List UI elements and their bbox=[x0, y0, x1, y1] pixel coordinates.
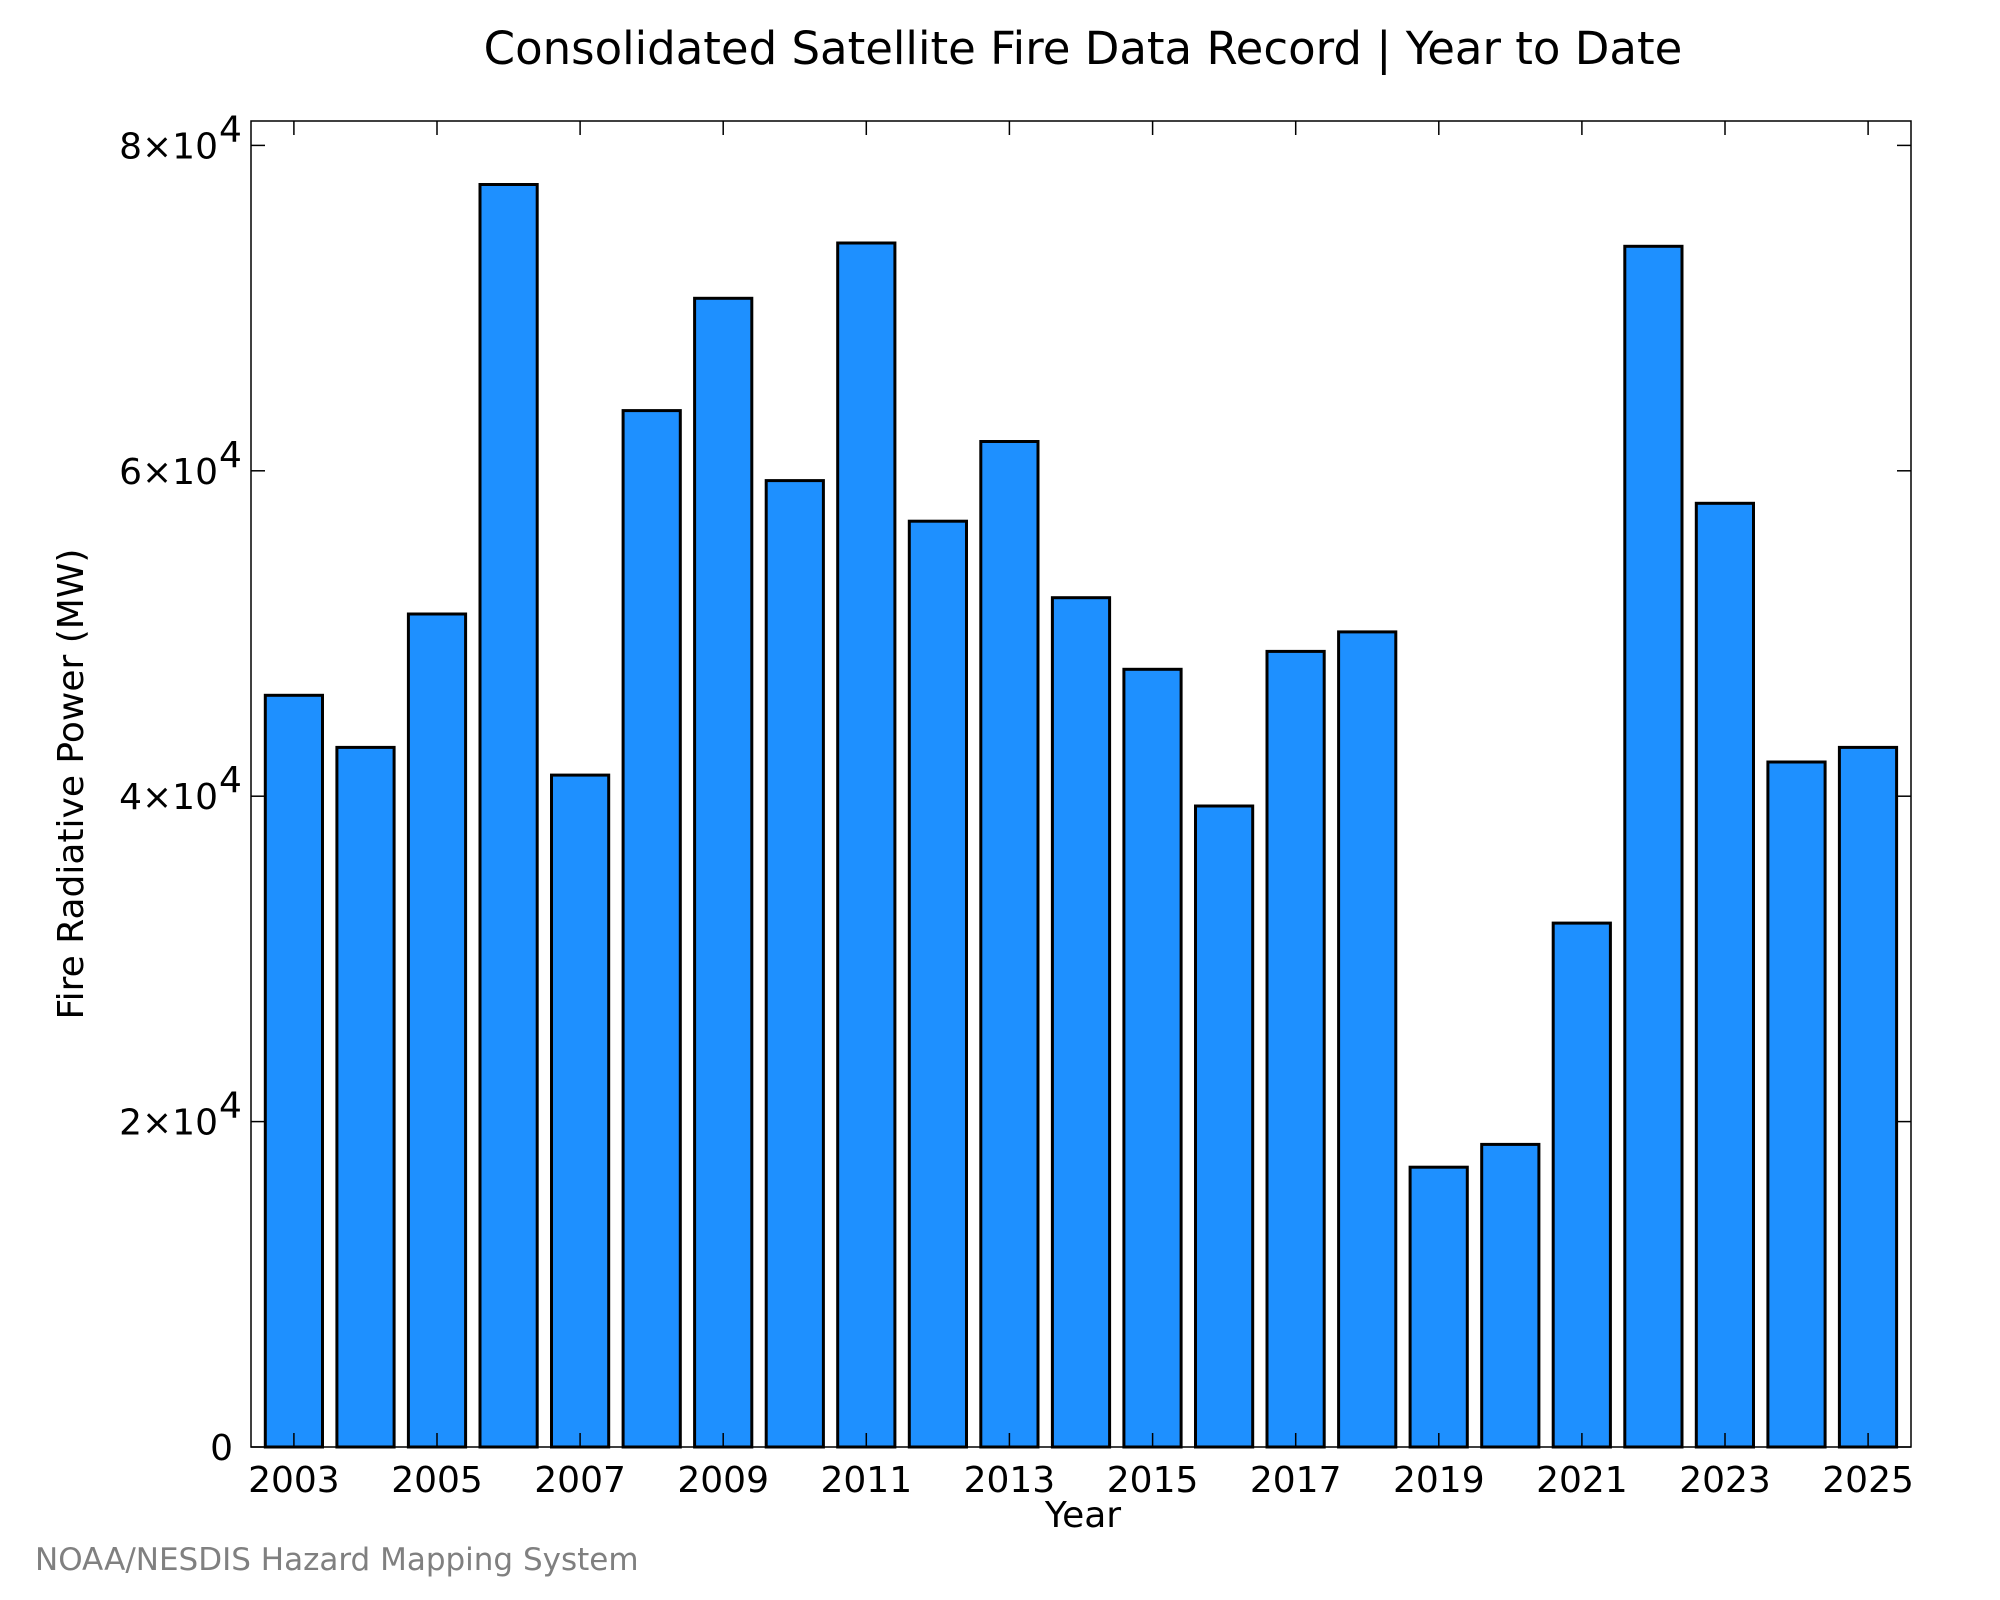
x-tick-label-2025: 2025 bbox=[1822, 1460, 1914, 1501]
x-tick-label-2005: 2005 bbox=[391, 1460, 483, 1501]
bar-2025 bbox=[1837, 745, 1899, 1449]
bar-2020 bbox=[1480, 1142, 1541, 1449]
y-tick-exponent-3: 4 bbox=[219, 435, 242, 476]
y-tick-label-1: 2×10 bbox=[119, 1103, 218, 1144]
x-tick-label-2023: 2023 bbox=[1679, 1460, 1771, 1501]
plot-frame bbox=[250, 120, 1912, 1448]
bar-2019 bbox=[1408, 1165, 1469, 1449]
bar-2021 bbox=[1551, 921, 1612, 1449]
bar-2003 bbox=[263, 693, 324, 1449]
bar-2015 bbox=[1122, 667, 1183, 1449]
y-tick-label-0: 0 bbox=[210, 1428, 233, 1469]
bar-2018 bbox=[1337, 630, 1398, 1449]
y-tick-label-2: 4×10 bbox=[119, 777, 218, 818]
bar-2009 bbox=[693, 296, 754, 1449]
y-tick-exponent-2: 4 bbox=[219, 760, 242, 801]
x-tick-label-2015: 2015 bbox=[1107, 1460, 1199, 1501]
x-tick-label-2011: 2011 bbox=[820, 1460, 912, 1501]
bar-2017 bbox=[1265, 649, 1326, 1449]
bar-2010 bbox=[764, 479, 825, 1449]
x-tick-label-2019: 2019 bbox=[1393, 1460, 1485, 1501]
y-tick-exponent-1: 4 bbox=[219, 1086, 242, 1127]
chart-title: Consolidated Satellite Fire Data Record … bbox=[484, 22, 1683, 75]
bar-2023 bbox=[1694, 501, 1756, 1449]
bar-2005 bbox=[406, 612, 468, 1449]
bar-2011 bbox=[836, 241, 897, 1449]
bar-2004 bbox=[335, 745, 396, 1449]
x-axis-label: Year bbox=[1044, 1495, 1121, 1536]
bar-2013 bbox=[979, 440, 1040, 1449]
bar-2022 bbox=[1623, 244, 1684, 1449]
x-tick-label-2021: 2021 bbox=[1536, 1460, 1628, 1501]
x-tick-label-2009: 2009 bbox=[677, 1460, 769, 1501]
y-axis-ticks: 02×10 44×10 46×10 48×10 4 bbox=[119, 109, 1911, 1469]
bar-2006 bbox=[478, 183, 539, 1449]
y-tick-label-4: 8×10 bbox=[119, 126, 218, 167]
x-axis-ticks: 2003 2005 2007 2009 2011 2013 2015 2017 2019 2021… bbox=[248, 121, 1914, 1501]
x-tick-label-2017: 2017 bbox=[1250, 1460, 1342, 1501]
x-tick-label-2007: 2007 bbox=[534, 1460, 626, 1501]
x-tick-label-2013: 2013 bbox=[964, 1460, 1056, 1501]
y-axis-label: Fire Radiative Power (MW) bbox=[51, 549, 92, 1020]
bar-2008 bbox=[621, 409, 682, 1449]
x-tick-label-2003: 2003 bbox=[248, 1460, 340, 1501]
bar-2014 bbox=[1050, 596, 1112, 1449]
bars-group bbox=[263, 183, 1899, 1449]
bar-2007 bbox=[550, 773, 611, 1449]
bar-2016 bbox=[1194, 804, 1255, 1449]
y-tick-label-3: 6×10 bbox=[119, 452, 218, 493]
bar-2024 bbox=[1766, 760, 1827, 1449]
bar-2012 bbox=[907, 519, 968, 1449]
source-credit: NOAA/NESDIS Hazard Mapping System bbox=[35, 1542, 639, 1578]
y-tick-exponent-4: 4 bbox=[219, 109, 242, 150]
